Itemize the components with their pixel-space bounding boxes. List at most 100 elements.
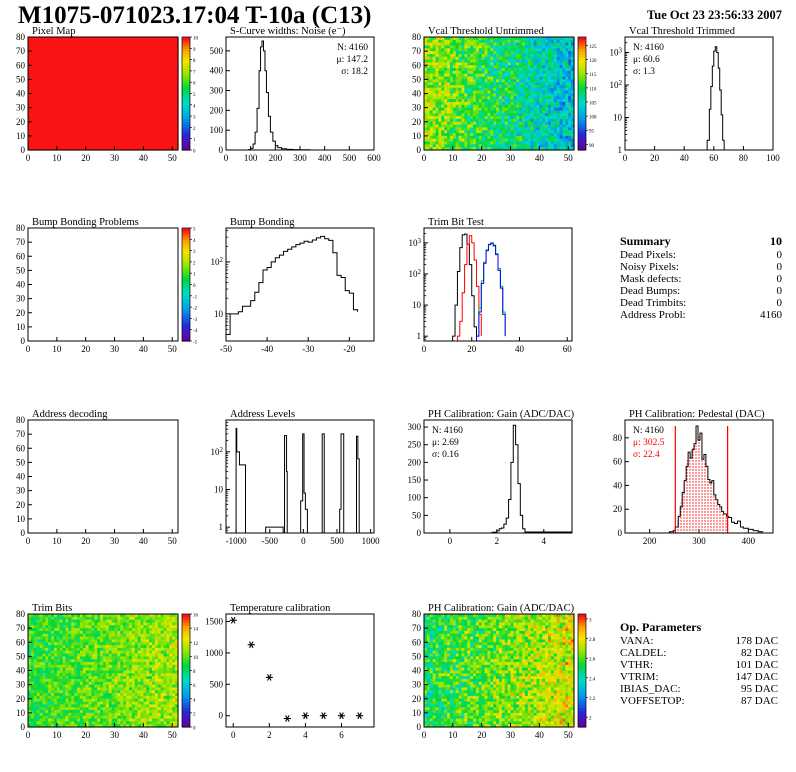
x-tick-label: 1000 <box>362 536 381 546</box>
x-tick-label: 0 <box>26 536 31 546</box>
scatter-marker <box>247 641 255 649</box>
y-tick-label: 30 <box>412 680 422 690</box>
x-tick-label: 10 <box>448 730 458 740</box>
x-tick-label: 50 <box>168 344 178 354</box>
y-tick-label: 500 <box>210 679 224 689</box>
summary-heading: Summary <box>620 234 671 248</box>
x-tick-label: 30 <box>110 153 120 163</box>
colorbar-tick-label: 5 <box>193 93 196 98</box>
y-tick-label: 70 <box>412 46 422 56</box>
colorbar-tick-label: 115 <box>589 73 597 78</box>
x-tick-label: 20 <box>81 730 91 740</box>
colorbar-tick-label: 3 <box>589 618 592 623</box>
x-tick-label: 0 <box>422 730 427 740</box>
colorbar-tick-label: 6 <box>193 82 196 87</box>
y-tick-label: 0 <box>417 722 422 732</box>
item-value: 0 <box>776 285 783 297</box>
y-tick-label: 40 <box>16 89 26 99</box>
stat-label: μ: 60.6 <box>633 55 660 65</box>
op-parameters-heading: Op. Parameters <box>620 620 702 634</box>
item-label: VANA: <box>620 635 654 647</box>
data-series <box>491 424 573 533</box>
x-tick-label: 2 <box>495 536 500 546</box>
list-item: CALDEL: 82 DAC <box>620 647 778 659</box>
plot-frame <box>225 36 375 151</box>
y-tick-label: 70 <box>16 429 26 439</box>
y-tick-label: 100 <box>210 125 224 135</box>
y-tick-label: 40 <box>613 480 623 490</box>
item-value: 0 <box>776 261 783 273</box>
chart-title: Trim Bit Test <box>428 217 484 228</box>
y-tick-label: 30 <box>16 103 26 113</box>
x-tick-label: 40 <box>515 344 525 354</box>
x-tick-label: 500 <box>343 153 357 163</box>
plot-frame <box>27 227 179 342</box>
x-tick-label: 100 <box>244 153 258 163</box>
y-tick-label: 0 <box>21 528 26 538</box>
y-tick-label: 20 <box>16 117 26 127</box>
data-series <box>476 242 506 341</box>
plot-frame <box>225 419 375 534</box>
chart-panel-ph-calibration-gain-map: PH Calibration: Gain (ADC/DAC) 0 10 20 30 40 5… <box>398 600 600 743</box>
scatter-marker <box>319 712 328 720</box>
shaded-region <box>675 425 728 533</box>
colorbar-tick-label: 4 <box>193 239 196 244</box>
stat-label: N: 4160 <box>432 426 463 436</box>
x-tick-label: 50 <box>168 730 178 740</box>
summary-heading-value: 10 <box>770 234 782 248</box>
colorbar-tick-label: 100 <box>589 116 597 121</box>
x-tick-label: 0 <box>231 730 236 740</box>
y-tick-label: 20 <box>412 117 422 127</box>
x-tick-label: 0 <box>448 536 453 546</box>
y-tick-label: 40 <box>412 666 422 676</box>
item-value: 0 <box>776 297 783 309</box>
colorbar-tick-label: 0 <box>193 284 196 289</box>
item-label: VTRIM: <box>620 671 659 683</box>
data-series <box>225 235 359 341</box>
y-tick-label: 20 <box>16 308 26 318</box>
y-tick-label: 1500 <box>205 617 224 627</box>
x-tick-label: 0 <box>301 536 306 546</box>
colorbar <box>577 36 587 151</box>
y-tick-label: 0 <box>417 145 422 155</box>
colorbar-tick-label: 8 <box>193 59 196 64</box>
colorbar <box>577 613 587 728</box>
stat-label: σ: 1.3 <box>633 67 655 77</box>
x-tick-label: 2 <box>267 730 272 740</box>
colorbar-tick-label: 2.6 <box>589 658 596 663</box>
page-title: M1075-071023.17:04 T-10a (C13) <box>18 2 372 29</box>
y-tick-label: 150 <box>408 475 422 485</box>
y-tick-label: 50 <box>16 651 26 661</box>
list-item: VTHR: 101 DAC <box>620 659 778 671</box>
y-tick-label: 102 <box>610 79 623 90</box>
y-tick-label: 60 <box>16 60 26 70</box>
plot-frame <box>27 419 179 534</box>
y-tick-label: 100 <box>408 493 422 503</box>
heatmap-cells <box>28 37 179 151</box>
y-tick-label: 10 <box>16 514 26 524</box>
scatter-marker <box>283 715 291 722</box>
x-tick-label: 20 <box>477 153 487 163</box>
colorbar-tick-label: 125 <box>589 45 597 50</box>
chart-title: Vcal Threshold Untrimmed <box>428 26 545 37</box>
y-tick-label: 70 <box>16 623 26 633</box>
colorbar-tick-label: 105 <box>589 101 597 106</box>
y-tick-label: 0 <box>21 722 26 732</box>
colorbar-tick-label: 8 <box>193 670 196 675</box>
y-tick-label: 60 <box>16 443 26 453</box>
x-tick-label: 400 <box>742 536 756 546</box>
x-tick-label: 30 <box>506 730 516 740</box>
colorbar-tick-label: 10 <box>193 37 199 42</box>
item-value: 87 DAC <box>741 695 778 707</box>
data-series <box>247 40 374 151</box>
y-tick-label: 10 <box>16 708 26 718</box>
x-tick-label: 500 <box>330 536 344 546</box>
y-tick-label: 70 <box>16 237 26 247</box>
colorbar-tick-label: 6 <box>193 684 196 689</box>
item-label: Noisy Pixels: <box>620 261 679 273</box>
stat-label: N: 4160 <box>633 426 664 436</box>
scatter-marker <box>229 616 237 624</box>
colorbar-tick-label: 5 <box>193 228 196 233</box>
colorbar-tick-label: 2 <box>589 717 592 722</box>
x-tick-label: 40 <box>535 730 545 740</box>
